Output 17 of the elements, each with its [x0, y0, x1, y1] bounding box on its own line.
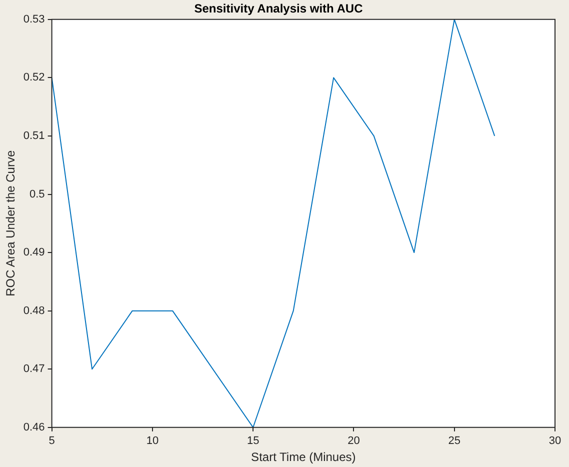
- y-tick-label: 0.48: [23, 304, 45, 317]
- y-tick-label: 0.52: [23, 72, 45, 84]
- y-tick-label: 0.47: [23, 363, 45, 376]
- x-tick-label: 20: [348, 435, 360, 448]
- y-tick-label: 0.5: [30, 188, 45, 200]
- y-tick-label: 0.53: [23, 13, 45, 26]
- y-tick-label: 0.51: [23, 130, 45, 142]
- x-tick-label: 10: [146, 435, 159, 448]
- x-tick-label: 30: [548, 435, 562, 448]
- x-tick-label: 15: [246, 435, 260, 448]
- x-tick-label: 25: [448, 435, 460, 448]
- chart-title: Sensitivity Analysis with AUC: [194, 2, 364, 16]
- y-tick-label: 0.49: [23, 246, 45, 259]
- x-axis-title: Start Time (Minues): [251, 450, 356, 464]
- x-tick-label: 5: [48, 435, 55, 448]
- y-tick-label: 0.46: [23, 421, 45, 434]
- y-axis-title: ROC Area Under the Curve: [4, 150, 18, 296]
